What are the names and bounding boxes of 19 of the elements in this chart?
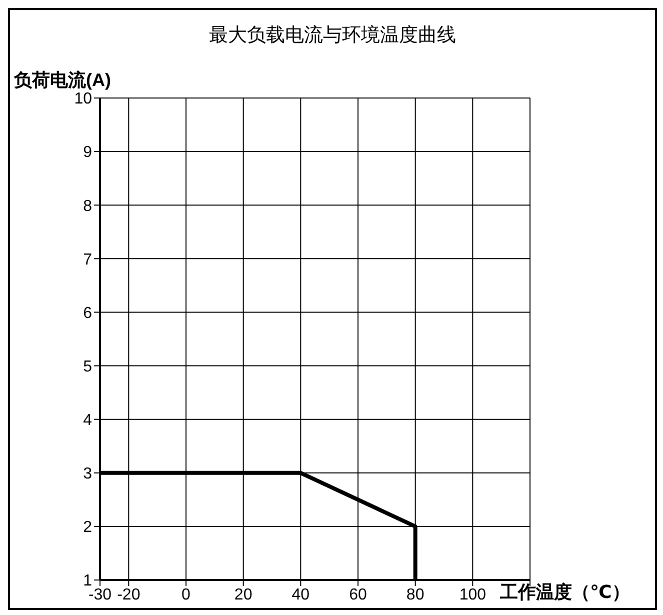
x-axis-title: 工作温度（℃） xyxy=(500,581,630,604)
y-tick-label: 6 xyxy=(83,304,92,322)
y-axis-title: 负荷电流(A) xyxy=(14,69,111,92)
x-tick-label: 100 xyxy=(459,586,486,604)
x-tick-label: 40 xyxy=(292,586,310,604)
y-tick-label: 8 xyxy=(83,198,92,215)
chart-title: 最大负载电流与环境温度曲线 xyxy=(208,24,457,48)
x-tick-label: -20 xyxy=(117,586,140,604)
x-tick-label: 0 xyxy=(182,586,191,604)
y-tick-label: 3 xyxy=(83,466,92,483)
y-tick-label: 7 xyxy=(83,251,92,268)
x-tick-label: 80 xyxy=(406,586,424,604)
y-tick-label: 5 xyxy=(83,358,92,376)
y-tick-label: 4 xyxy=(83,412,92,430)
y-tick-label: 9 xyxy=(83,144,92,162)
x-tick-label: 20 xyxy=(234,586,252,604)
y-tick-label: 2 xyxy=(83,519,92,536)
y-tick-label: 10 xyxy=(74,90,92,108)
x-tick-label: 60 xyxy=(349,586,367,604)
